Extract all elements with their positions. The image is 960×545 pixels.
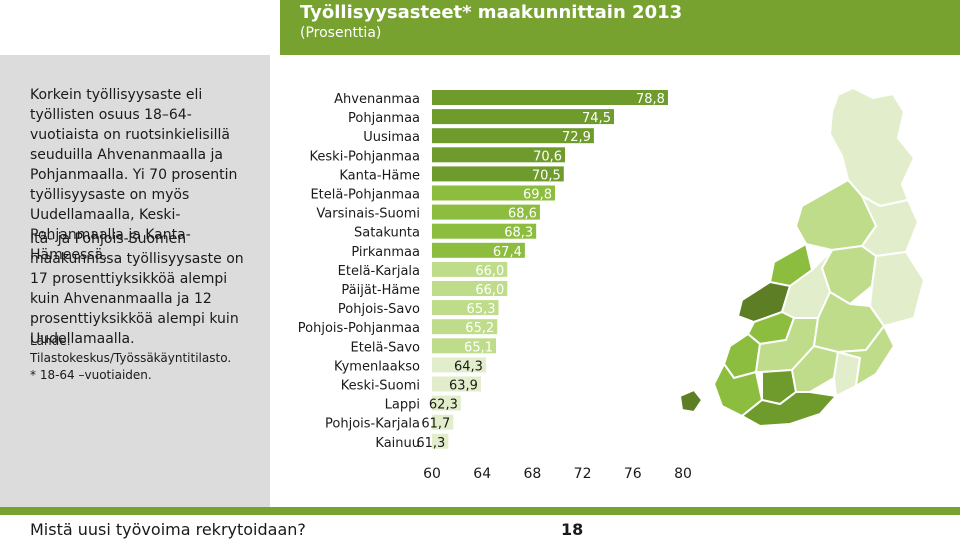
chart-title: Työllisyysasteet* maakunnittain 2013 <box>300 2 683 23</box>
category-label: Pohjois-Karjala <box>325 417 420 432</box>
category-label: Kymenlaakso <box>334 359 420 374</box>
value-label: 68,3 <box>504 226 533 241</box>
bottom-rule <box>0 507 960 515</box>
bar-4 <box>432 166 564 182</box>
map-region-lappi <box>828 86 916 208</box>
value-label: 74,5 <box>582 111 611 126</box>
bar-11 <box>432 300 499 316</box>
title-band <box>280 0 960 55</box>
footnote-text: * 18-64 –vuotiaiden. <box>30 368 152 382</box>
sidebar-paragraph-1: Korkein työllisyysaste eli työllisten os… <box>30 87 238 263</box>
page-header: Työllisyysasteet* maakunnittain 2013 (Pr… <box>0 0 960 55</box>
bar-5 <box>432 185 555 201</box>
value-label: 65,3 <box>467 302 496 317</box>
bar-9 <box>432 261 508 277</box>
category-label: Kainuu <box>375 436 420 451</box>
bar-13 <box>432 338 497 354</box>
source-note: Lähde: Tilastokeskus/Työssäkäyntitilasto… <box>30 333 265 384</box>
bar-1 <box>432 109 614 125</box>
value-label: 78,8 <box>636 92 665 107</box>
map-region-uusimaa <box>740 391 838 428</box>
category-label: Uusimaa <box>363 130 420 145</box>
bar-2 <box>432 128 594 144</box>
x-tick-label: 76 <box>624 466 642 482</box>
x-tick-label: 60 <box>423 466 441 482</box>
map-region-ahvenanmaa <box>678 388 704 414</box>
value-label: 72,9 <box>562 130 591 145</box>
value-label: 61,3 <box>416 436 445 451</box>
x-tick-label: 80 <box>674 466 692 482</box>
bar-18 <box>432 433 449 449</box>
category-label: Varsinais-Suomi <box>316 207 420 222</box>
category-label: Etelä-Karjala <box>338 264 420 279</box>
bar-10 <box>432 281 508 296</box>
value-label: 70,5 <box>532 168 561 183</box>
x-tick-label: 64 <box>473 466 491 482</box>
category-label: Pohjois-Savo <box>338 302 420 317</box>
category-label: Ahvenanmaa <box>334 92 420 107</box>
bar-14 <box>432 357 486 373</box>
page-number: 18 <box>561 520 584 539</box>
value-label: 64,3 <box>454 359 483 374</box>
map-region-etela-karjala <box>837 324 896 388</box>
footer-question: Mistä uusi työvoima rekrytoidaan? <box>30 520 306 539</box>
bar-8 <box>432 242 525 258</box>
bar-7 <box>432 223 537 239</box>
value-label: 69,8 <box>523 188 552 203</box>
sidebar-paragraph-2: Itä- ja Pohjois-Suomen maakunnissa työll… <box>30 231 244 347</box>
bar-15 <box>432 376 481 392</box>
value-label: 66,0 <box>475 264 504 279</box>
map-region-kymenlaakso <box>832 350 862 398</box>
value-label: 62,3 <box>429 398 458 413</box>
value-label: 61,7 <box>421 417 450 432</box>
bar-6 <box>432 204 540 220</box>
bar-0 <box>432 90 668 105</box>
map-region-pohjois-karjala <box>868 250 926 328</box>
category-label: Pohjanmaa <box>348 111 420 126</box>
bar-12 <box>432 319 498 335</box>
value-label: 65,2 <box>465 321 494 336</box>
finland-region-map <box>678 86 926 428</box>
x-tick-label: 72 <box>574 466 592 482</box>
category-label: Keski-Pohjanmaa <box>310 149 420 164</box>
source-text: Lähde: Tilastokeskus/Työssäkäyntitilasto… <box>30 334 232 365</box>
value-label: 68,6 <box>508 207 537 222</box>
value-label: 70,6 <box>533 149 562 164</box>
category-label: Pohjois-Pohjanmaa <box>298 321 420 336</box>
x-tick-label: 68 <box>523 466 541 482</box>
bar-17 <box>432 414 454 430</box>
value-label: 66,0 <box>475 283 504 298</box>
bar-3 <box>432 147 566 163</box>
category-label: Satakunta <box>354 226 420 241</box>
bar-16 <box>432 395 461 411</box>
sidebar-panel <box>0 55 270 507</box>
value-label: 63,9 <box>449 379 478 394</box>
chart-subtitle: (Prosenttia) <box>300 25 382 41</box>
category-label: Lappi <box>385 398 420 413</box>
value-label: 65,1 <box>464 340 493 355</box>
value-label: 67,4 <box>493 245 522 260</box>
category-label: Keski-Suomi <box>341 379 420 394</box>
category-label: Päijät-Häme <box>341 283 420 298</box>
category-label: Etelä-Savo <box>351 340 420 355</box>
category-label: Pirkanmaa <box>351 245 420 260</box>
category-label: Kanta-Häme <box>339 168 420 183</box>
category-label: Etelä-Pohjanmaa <box>310 188 420 203</box>
